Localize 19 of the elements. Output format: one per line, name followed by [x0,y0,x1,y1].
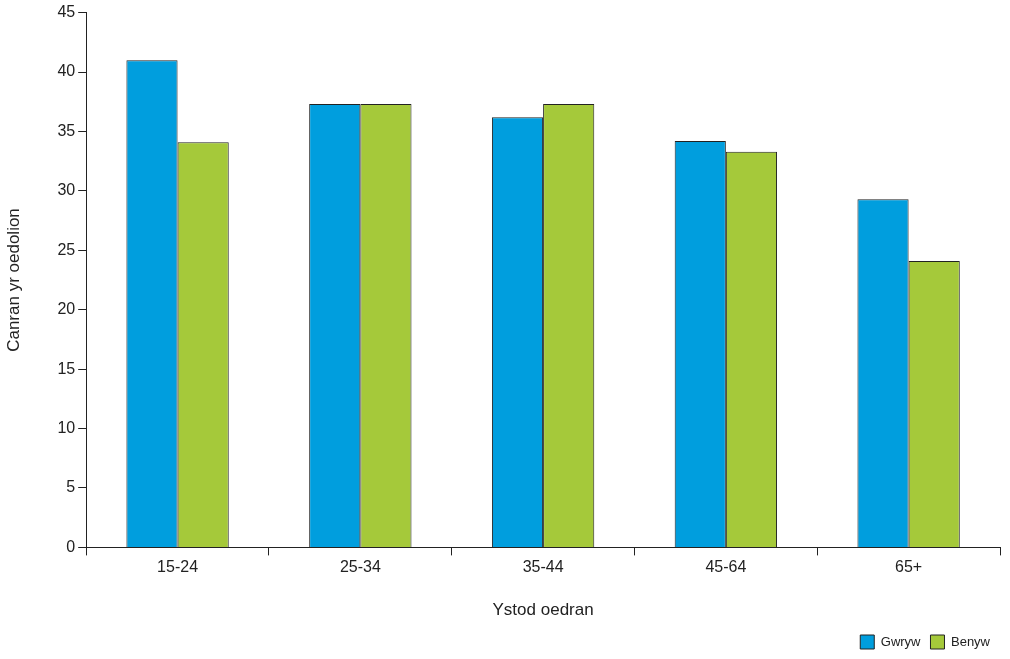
y-tick-label: 30 [57,181,76,199]
y-tick-label: 5 [66,478,76,496]
x-tick-label: 35-44 [522,558,564,576]
legend-label: Benyw [950,633,991,649]
y-axis-title: Canran yr oedolion [3,208,23,352]
y-tick-label: 40 [57,62,76,80]
y-tick-label: 25 [57,240,76,258]
y-tick-label: 20 [57,300,76,318]
y-tick-label: 15 [57,359,76,377]
x-tick-label: 65+ [895,558,923,576]
x-axis-title: Ystod oedran [492,600,594,620]
y-tick-label: 35 [57,121,76,139]
y-tick-label: 10 [57,418,76,436]
x-tick-label: 25-34 [339,558,381,576]
legend-label: Gwryw [880,633,922,649]
y-tick-label: 45 [57,3,76,21]
x-tick-label: 45-64 [705,558,747,576]
x-tick-label: 15-24 [157,558,199,576]
y-tick-label: 0 [66,537,76,555]
